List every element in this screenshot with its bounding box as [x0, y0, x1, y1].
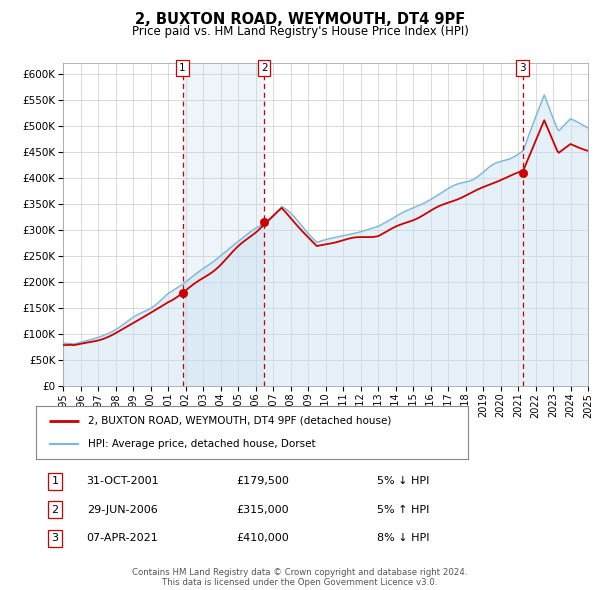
Text: 1: 1 — [179, 63, 186, 73]
Text: 3: 3 — [520, 63, 526, 73]
Text: HPI: Average price, detached house, Dorset: HPI: Average price, detached house, Dors… — [88, 439, 316, 449]
Text: 3: 3 — [52, 533, 58, 543]
Text: 1: 1 — [52, 476, 58, 486]
Text: 2: 2 — [52, 505, 58, 514]
Text: 31-OCT-2001: 31-OCT-2001 — [86, 476, 159, 486]
Bar — [182, 63, 264, 386]
Text: £179,500: £179,500 — [236, 476, 289, 486]
Text: 5% ↓ HPI: 5% ↓ HPI — [377, 476, 430, 486]
Text: Contains HM Land Registry data © Crown copyright and database right 2024.: Contains HM Land Registry data © Crown c… — [132, 568, 468, 576]
Text: 8% ↓ HPI: 8% ↓ HPI — [377, 533, 430, 543]
Text: Price paid vs. HM Land Registry's House Price Index (HPI): Price paid vs. HM Land Registry's House … — [131, 25, 469, 38]
Text: 29-JUN-2006: 29-JUN-2006 — [87, 505, 158, 514]
Text: 2, BUXTON ROAD, WEYMOUTH, DT4 9PF (detached house): 2, BUXTON ROAD, WEYMOUTH, DT4 9PF (detac… — [88, 416, 391, 426]
Text: This data is licensed under the Open Government Licence v3.0.: This data is licensed under the Open Gov… — [163, 578, 437, 587]
Text: 07-APR-2021: 07-APR-2021 — [86, 533, 158, 543]
Text: 5% ↑ HPI: 5% ↑ HPI — [377, 505, 430, 514]
Text: 2: 2 — [261, 63, 268, 73]
Text: £315,000: £315,000 — [236, 505, 289, 514]
Text: 2, BUXTON ROAD, WEYMOUTH, DT4 9PF: 2, BUXTON ROAD, WEYMOUTH, DT4 9PF — [135, 12, 465, 27]
Text: £410,000: £410,000 — [236, 533, 289, 543]
